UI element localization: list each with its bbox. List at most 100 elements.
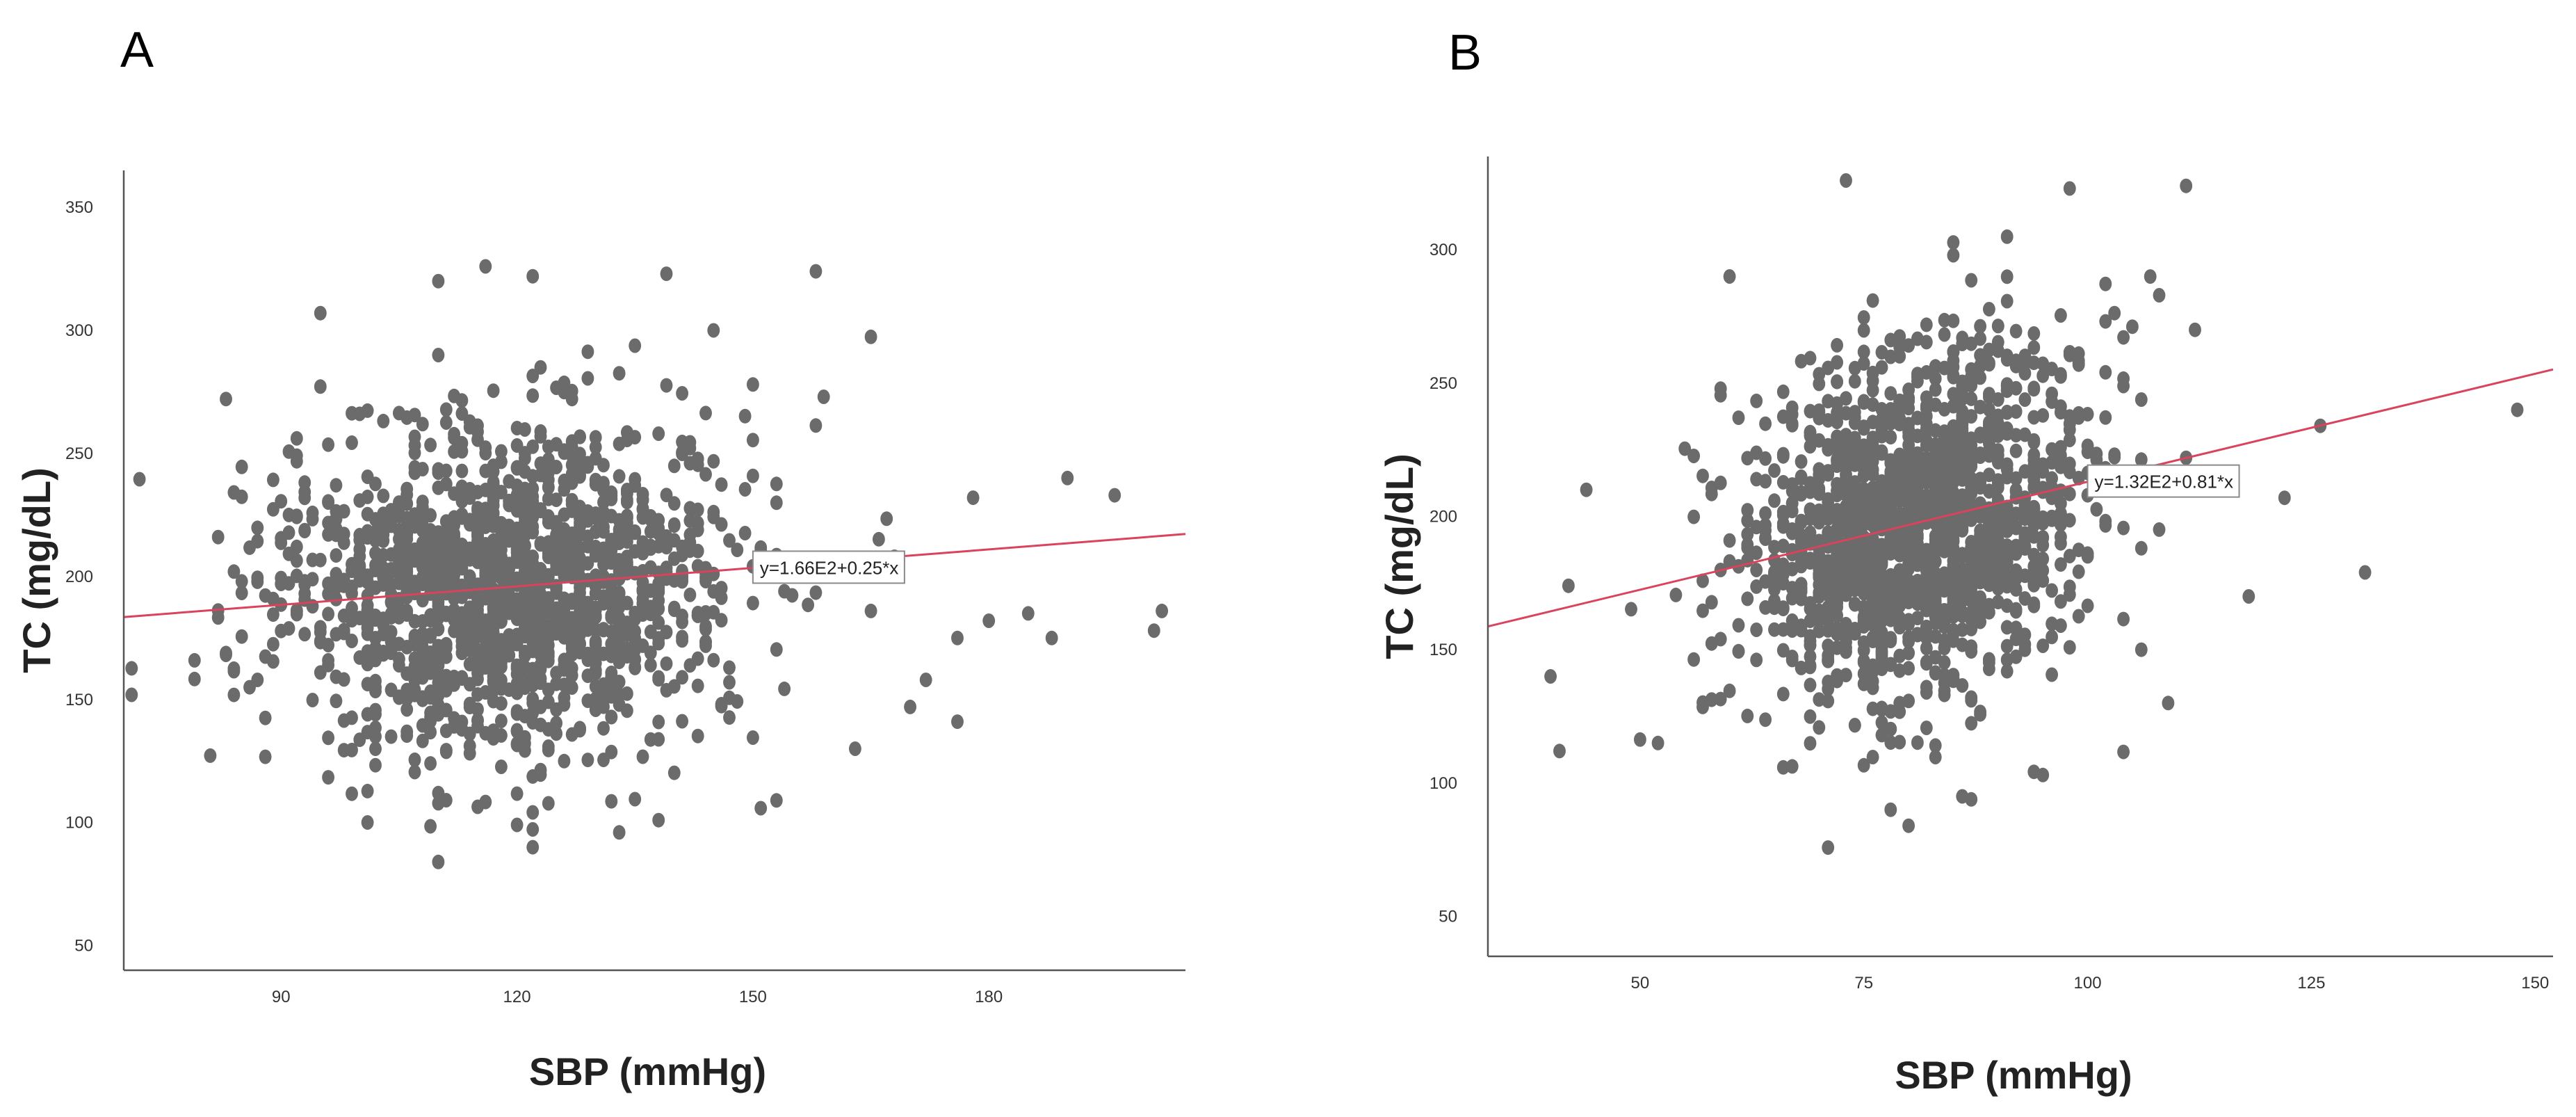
data-point (620, 534, 633, 549)
data-point (1866, 612, 1879, 627)
data-point (1795, 454, 1808, 469)
data-point (1831, 668, 1844, 683)
y-tick-label: 250 (1429, 374, 1457, 393)
data-point (660, 540, 673, 555)
data-point (1875, 613, 1888, 628)
data-point (683, 587, 697, 602)
data-point (1938, 312, 1951, 328)
data-point (1947, 673, 1960, 689)
data-point (361, 707, 374, 722)
data-point (1893, 417, 1906, 432)
data-point-outlier (314, 305, 327, 321)
y-tick-label: 350 (65, 198, 93, 217)
data-point (1929, 474, 1942, 490)
data-point (510, 438, 524, 453)
data-point (2000, 664, 2014, 679)
data-point (439, 402, 453, 417)
y-tick-label: 100 (65, 814, 93, 833)
data-point (330, 511, 343, 526)
data-point (479, 571, 492, 586)
data-point-outlier (951, 714, 964, 730)
data-point (1776, 622, 1790, 637)
data-point (676, 670, 689, 685)
data-point (408, 437, 421, 453)
data-point (479, 558, 492, 573)
data-point (1902, 645, 1915, 661)
data-point (1965, 693, 1978, 708)
data-point (1723, 683, 1736, 698)
data-point (1705, 692, 1718, 707)
data-point (2054, 483, 2067, 499)
data-point (227, 485, 241, 500)
data-point (526, 715, 540, 730)
data-point (2018, 366, 2032, 381)
data-point-outlier (1884, 802, 1897, 817)
data-point (1848, 373, 1861, 389)
data-point (644, 645, 657, 661)
data-point (1920, 656, 1933, 671)
data-point-outlier (526, 268, 540, 284)
data-point (1929, 650, 1942, 665)
data-point (731, 694, 744, 709)
data-point (691, 502, 704, 517)
data-point (676, 386, 689, 401)
data-point (636, 487, 649, 501)
data-point (2009, 620, 2023, 636)
data-point-outlier (235, 574, 248, 589)
data-point (534, 561, 547, 577)
data-point (1857, 653, 1870, 668)
data-point (392, 575, 405, 590)
data-point (266, 607, 280, 622)
data-point (581, 344, 594, 360)
data-point-outlier (1580, 482, 1593, 497)
data-point (2009, 428, 2023, 443)
data-point (1813, 503, 1826, 518)
data-point (510, 661, 524, 676)
data-point (463, 739, 476, 753)
data-point (487, 674, 500, 689)
data-point (1956, 579, 1969, 595)
data-point (1920, 680, 1933, 695)
data-point (298, 475, 311, 490)
data-point-outlier (1544, 669, 1557, 684)
data-point (1857, 419, 1870, 435)
data-point (2081, 407, 2094, 421)
data-point (503, 640, 516, 655)
data-point (361, 530, 374, 545)
data-point (2009, 323, 2023, 339)
data-point (1982, 661, 1995, 677)
data-point (746, 433, 759, 448)
data-point (1848, 718, 1861, 732)
data-point (652, 670, 665, 685)
data-point (416, 733, 429, 748)
data-point (581, 456, 594, 471)
data-point (510, 460, 524, 475)
data-point (211, 529, 225, 545)
data-point (1750, 393, 1763, 408)
data-point (1965, 716, 1978, 731)
data-point-outlier (432, 854, 445, 869)
data-point (526, 584, 540, 600)
data-point (1813, 577, 1826, 593)
data-point (676, 714, 689, 729)
data-point (534, 360, 547, 375)
data-point (2000, 229, 2014, 244)
data-point (322, 606, 335, 622)
data-point (2117, 371, 2130, 386)
data-point (322, 527, 335, 542)
data-point (503, 533, 516, 548)
data-point (1884, 735, 1897, 750)
data-point (361, 506, 374, 522)
data-point (2144, 269, 2157, 284)
data-point (1884, 634, 1897, 649)
panel-b-x-axis-title: SBP (mmHg) (1895, 1053, 2132, 1097)
data-point (361, 783, 374, 798)
data-point-outlier (1061, 470, 1074, 485)
data-point (448, 677, 461, 692)
data-point (526, 549, 540, 564)
data-point (1982, 426, 1995, 441)
data-point (676, 614, 689, 629)
data-point (715, 697, 728, 712)
data-point (1956, 622, 1969, 637)
data-point (550, 612, 563, 627)
